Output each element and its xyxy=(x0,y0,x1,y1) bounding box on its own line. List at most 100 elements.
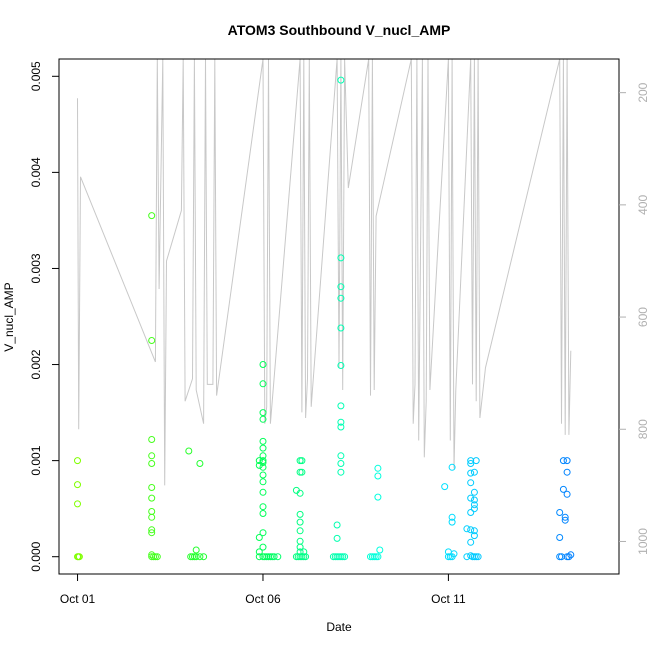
data-point xyxy=(74,481,81,489)
x-tick-label: Oct 01 xyxy=(60,592,96,606)
data-point xyxy=(75,553,83,561)
data-point xyxy=(441,483,449,491)
left-y-axis: 0.000 0.001 0.002 0.003 0.004 0.005 xyxy=(29,61,59,572)
data-point xyxy=(448,518,456,526)
y-tick-label: 0.005 xyxy=(29,61,43,91)
data-point xyxy=(148,494,156,502)
data-point xyxy=(259,415,267,423)
right-tick-label: 800 xyxy=(636,419,650,439)
x-axis: Oct 01 Oct 06 Oct 11 xyxy=(60,574,466,606)
data-point xyxy=(370,553,378,561)
data-point xyxy=(559,485,567,493)
data-point xyxy=(333,521,341,529)
data-point xyxy=(259,463,267,471)
data-point xyxy=(337,423,345,431)
data-point xyxy=(470,501,478,509)
data-point xyxy=(259,437,267,445)
data-point xyxy=(74,457,81,465)
right-tick-label: 200 xyxy=(636,82,650,102)
data-point xyxy=(467,494,475,502)
data-point xyxy=(374,464,382,472)
data-point xyxy=(470,505,478,513)
data-point xyxy=(470,496,478,504)
data-point xyxy=(556,509,564,516)
data-point xyxy=(337,362,345,369)
data-point xyxy=(148,212,156,220)
x-axis-label: Date xyxy=(326,620,352,634)
data-point xyxy=(467,509,475,516)
data-point xyxy=(448,513,456,521)
data-point xyxy=(470,488,478,496)
data-point xyxy=(255,457,263,465)
y-tick-label: 0.004 xyxy=(29,157,43,187)
data-point xyxy=(302,553,310,561)
right-tick-label: 600 xyxy=(636,307,650,327)
data-point xyxy=(296,548,304,556)
data-point xyxy=(148,508,156,515)
data-point xyxy=(259,471,267,479)
y-tick-label: 0.002 xyxy=(29,349,43,379)
data-point xyxy=(467,460,475,467)
data-point xyxy=(259,488,267,496)
data-point xyxy=(270,553,278,561)
data-point xyxy=(470,532,478,540)
y-tick-label: 0.003 xyxy=(29,253,43,283)
data-point xyxy=(296,518,304,526)
data-point xyxy=(298,553,306,561)
data-point xyxy=(274,553,282,561)
data-point xyxy=(259,452,267,460)
data-point xyxy=(296,510,304,518)
y-axis-label: V_nucl_AMP xyxy=(2,282,16,351)
data-point xyxy=(148,484,156,491)
data-point xyxy=(196,460,204,467)
data-point xyxy=(148,436,156,443)
data-point xyxy=(556,534,564,541)
y-tick-label: 0.001 xyxy=(29,445,43,475)
data-point xyxy=(463,525,471,533)
data-point xyxy=(444,553,452,561)
data-point xyxy=(298,468,306,476)
right-y-axis: 200 400 600 800 1000 xyxy=(619,82,650,555)
chart-title: ATOM3 Southbound V_nucl_AMP xyxy=(228,22,451,38)
points-layer xyxy=(74,76,575,561)
data-point xyxy=(148,529,156,537)
data-point xyxy=(337,283,345,291)
data-point xyxy=(341,553,349,561)
data-point xyxy=(151,553,159,561)
data-point xyxy=(376,546,384,554)
data-point xyxy=(337,76,345,84)
data-point xyxy=(337,254,345,262)
altitude-trace-line xyxy=(77,58,572,486)
data-point xyxy=(259,409,267,417)
data-point xyxy=(259,459,267,466)
data-point xyxy=(255,548,263,556)
data-point xyxy=(259,361,267,368)
data-point xyxy=(148,337,156,344)
data-point xyxy=(300,548,308,556)
data-point xyxy=(563,457,571,465)
data-point xyxy=(189,553,196,561)
data-point xyxy=(337,418,345,426)
data-point xyxy=(192,546,200,554)
x-tick-label: Oct 06 xyxy=(245,592,281,606)
data-point xyxy=(470,527,478,535)
data-point xyxy=(259,543,267,551)
data-point xyxy=(148,452,156,460)
data-point xyxy=(259,510,267,517)
data-point xyxy=(339,553,347,561)
data-point xyxy=(185,447,193,455)
data-point xyxy=(450,550,458,558)
data-point xyxy=(472,553,480,561)
data-point xyxy=(296,489,304,497)
data-point xyxy=(563,490,571,498)
data-point xyxy=(467,538,475,546)
data-point xyxy=(259,457,267,465)
data-point xyxy=(561,516,569,524)
data-point xyxy=(148,526,156,534)
data-point xyxy=(472,457,480,465)
data-point xyxy=(259,478,267,486)
data-point xyxy=(259,380,267,388)
data-point xyxy=(196,553,204,561)
data-point xyxy=(255,534,263,541)
